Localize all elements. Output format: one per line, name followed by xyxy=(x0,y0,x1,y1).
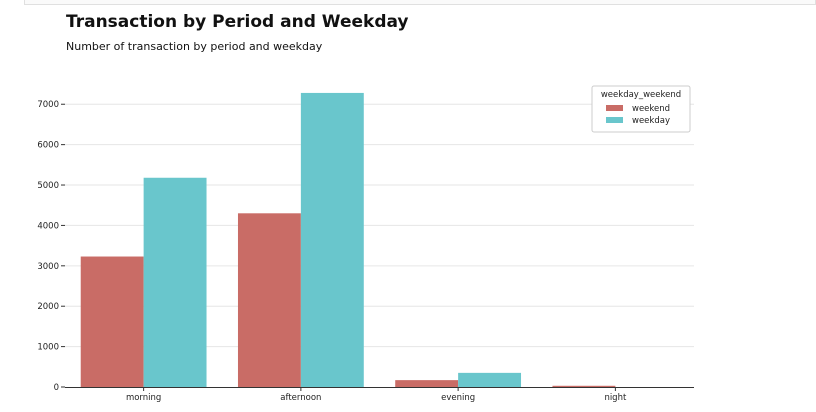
y-tick-label: 0 xyxy=(54,383,59,393)
bar-weekday-afternoon xyxy=(300,92,364,387)
x-tick-label: evening xyxy=(441,393,475,403)
legend-title: weekday_weekend xyxy=(601,90,681,100)
legend-swatch-weekday xyxy=(606,117,623,123)
x-tick-label: morning xyxy=(126,393,161,403)
bar-weekend-evening xyxy=(395,380,459,387)
bar-weekend-morning xyxy=(80,256,144,387)
legend-swatch-weekend xyxy=(606,105,623,111)
bar-weekend-night xyxy=(552,385,616,387)
y-tick-label: 5000 xyxy=(37,181,59,191)
y-tick-label: 7000 xyxy=(37,100,59,110)
y-tick-label: 2000 xyxy=(37,302,59,312)
bar-weekday-evening xyxy=(458,372,522,387)
y-tick-label: 3000 xyxy=(37,262,59,272)
x-tick-label: afternoon xyxy=(280,393,321,403)
bar-weekend-afternoon xyxy=(237,213,301,387)
chart-title: Transaction by Period and Weekday xyxy=(66,12,409,32)
y-tick-label: 4000 xyxy=(37,221,59,231)
bar-weekday-morning xyxy=(143,177,207,387)
legend-label-weekend: weekend xyxy=(632,104,670,114)
legend-label-weekday: weekday xyxy=(632,116,670,126)
y-tick-label: 1000 xyxy=(37,343,59,353)
chart-subtitle: Number of transaction by period and week… xyxy=(66,40,323,53)
x-tick-label: night xyxy=(604,393,627,403)
y-tick-label: 6000 xyxy=(37,141,59,151)
